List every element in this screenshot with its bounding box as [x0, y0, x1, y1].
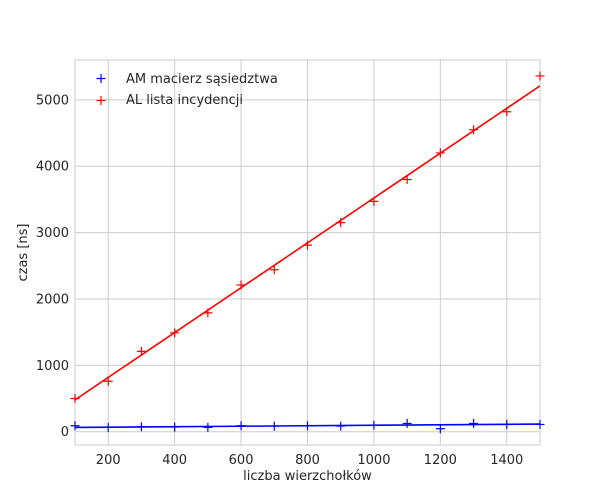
- data-point: [303, 240, 312, 250]
- data-point: [502, 107, 512, 117]
- legend-marker-am: [96, 74, 106, 83]
- data-point: [103, 422, 113, 432]
- x-tick-label: 200: [96, 453, 121, 468]
- legend-label-am: AM macierz sąsiedztwa: [126, 72, 278, 87]
- data-point: [136, 346, 146, 356]
- y-tick-label: 3000: [36, 226, 69, 241]
- data-series: [70, 71, 545, 434]
- data-point: [535, 71, 545, 81]
- y-tick-label: 5000: [36, 93, 69, 108]
- data-point: [336, 218, 346, 228]
- data-point: [469, 418, 479, 428]
- data-point: [203, 422, 213, 432]
- legend-label-al: AL lista incydencji: [126, 93, 243, 108]
- data-point: [402, 418, 412, 428]
- data-point: [236, 421, 246, 431]
- x-tick-label: 1200: [424, 453, 457, 468]
- data-point: [535, 419, 545, 429]
- x-tick-label: 800: [295, 453, 320, 468]
- y-tick-label: 0: [61, 425, 69, 440]
- x-tick-label: 400: [162, 453, 187, 468]
- data-point: [435, 148, 445, 158]
- y-tick-label: 1000: [36, 359, 69, 374]
- data-point: [203, 308, 213, 318]
- data-point: [303, 421, 312, 431]
- y-tick-labels: 0 1000 2000 3000 4000 5000: [36, 93, 69, 440]
- x-tick-label: 1400: [490, 453, 523, 468]
- data-point: [469, 125, 479, 135]
- legend-entry-al: AL lista incydencji: [96, 93, 243, 108]
- data-point: [236, 280, 246, 290]
- data-point: [336, 421, 346, 431]
- data-point: [369, 196, 379, 206]
- legend: AM macierz sąsiedztwa AL lista incydencj…: [96, 72, 278, 108]
- y-tick-label: 2000: [36, 292, 69, 307]
- legend-entry-am: AM macierz sąsiedztwa: [96, 72, 278, 87]
- series-0: [70, 418, 545, 434]
- x-tick-label: 600: [229, 453, 254, 468]
- data-point: [402, 174, 412, 184]
- data-point: [269, 421, 279, 431]
- data-point: [369, 420, 379, 430]
- x-tick-labels: 200 400 600 800 1000 1200 1400: [96, 453, 524, 468]
- x-axis-label: liczba wierzchołków: [243, 469, 372, 484]
- data-point: [170, 328, 180, 338]
- data-point: [269, 265, 279, 275]
- plot-frame: [74, 59, 541, 446]
- data-point: [70, 421, 80, 431]
- data-point: [170, 422, 180, 432]
- data-point: [136, 422, 146, 432]
- legend-marker-al: [96, 96, 106, 105]
- x-tick-label: 1000: [357, 453, 390, 468]
- y-axis-label: czas [ns]: [16, 224, 31, 282]
- data-point: [502, 419, 512, 429]
- data-point: [435, 424, 445, 434]
- data-point: [70, 394, 80, 404]
- series-1: [70, 71, 545, 404]
- y-tick-label: 4000: [36, 160, 69, 175]
- grid: [75, 60, 540, 445]
- data-point: [103, 376, 113, 386]
